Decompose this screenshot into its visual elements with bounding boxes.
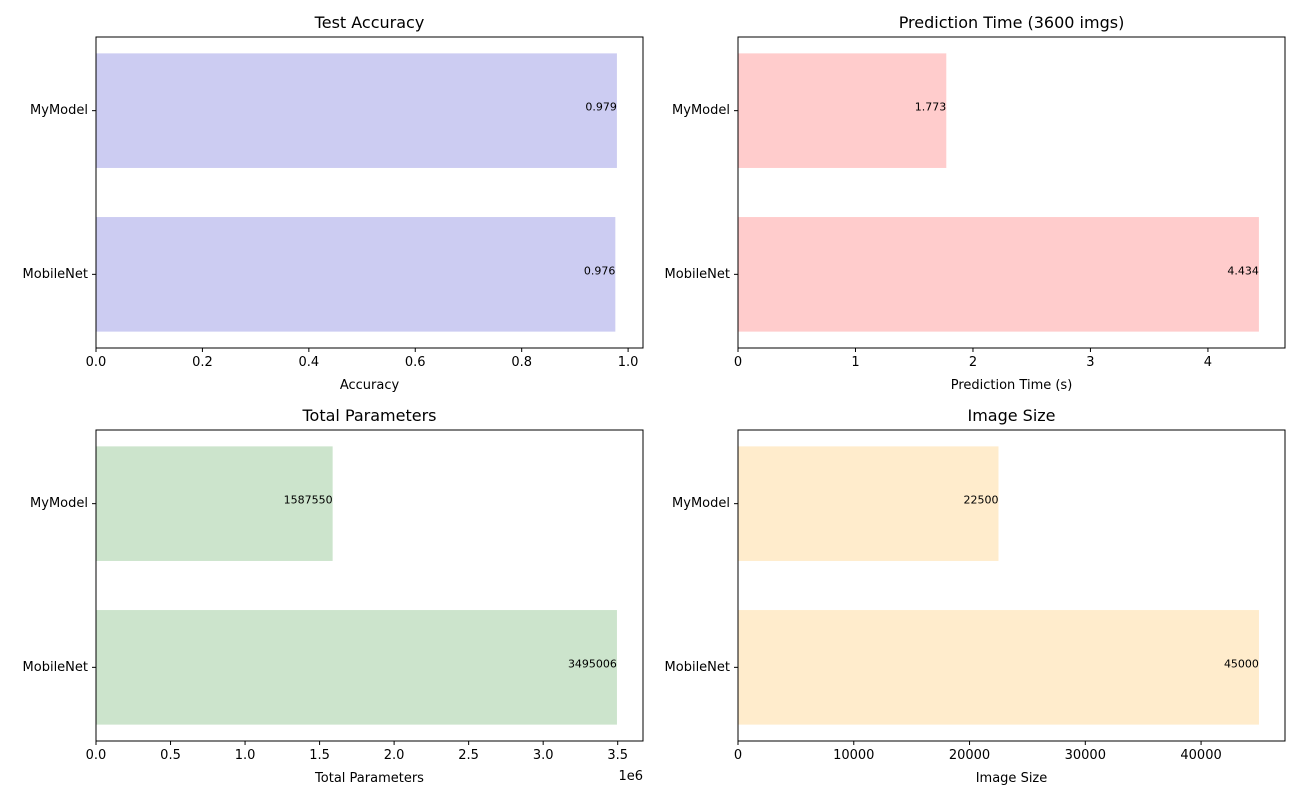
x-tick-label: 40000 <box>1180 748 1221 763</box>
y-tick-label: MobileNet <box>23 660 88 675</box>
bar-value-label: 45000 <box>1224 657 1259 670</box>
x-axis-label: Accuracy <box>340 378 400 393</box>
x-tick-label: 0.0 <box>86 748 107 763</box>
x-tick-label: 0 <box>734 748 742 763</box>
axes-frame <box>737 429 1286 742</box>
x-tick-label: 0 <box>734 355 742 370</box>
bar <box>738 446 999 561</box>
y-tick-label: MobileNet <box>665 660 730 675</box>
x-tick-label: 1.5 <box>309 748 330 763</box>
x-axis-label: Image Size <box>976 771 1048 786</box>
x-tick-label: 0.5 <box>160 748 181 763</box>
chart-panel-4: 22500 45000 MyModel MobileNet 0 10000 20000 300… <box>665 406 1286 786</box>
chart-title: Total Parameters <box>301 406 436 425</box>
chart-title: Test Accuracy <box>314 13 425 32</box>
chart-title: Image Size <box>967 406 1055 425</box>
x-tick-label: 3 <box>1086 355 1094 370</box>
x-tick-label: 30000 <box>1065 748 1106 763</box>
chart-panel-3: 1587550 3495006 MyModel MobileNet 0.0 0.5 1.0 1… <box>23 406 644 786</box>
x-tick-label: 0.2 <box>192 355 213 370</box>
x-tick-label: 0.0 <box>86 355 107 370</box>
axes-frame <box>737 36 1286 349</box>
y-tick-label: MyModel <box>30 103 88 118</box>
x-tick-label: 2.0 <box>384 748 405 763</box>
x-tick-label: 3.0 <box>533 748 554 763</box>
bar-value-label: 4.434 <box>1227 264 1259 277</box>
x-offset-text: 1e6 <box>618 769 643 784</box>
bar-value-label: 0.976 <box>584 264 616 277</box>
x-tick-label: 2 <box>969 355 977 370</box>
bar <box>96 446 333 561</box>
x-tick-label: 0.6 <box>405 355 426 370</box>
y-tick-label: MyModel <box>672 496 730 511</box>
x-tick-label: 10000 <box>833 748 874 763</box>
x-tick-label: 0.8 <box>511 355 532 370</box>
x-tick-label: 0.4 <box>298 355 319 370</box>
bar <box>96 53 617 168</box>
bar-value-label: 1.773 <box>915 101 947 114</box>
bar-value-label: 22500 <box>963 494 998 507</box>
y-tick-label: MobileNet <box>23 267 88 282</box>
x-tick-label: 1.0 <box>618 355 639 370</box>
chart-panel-1: 0.979 0.976 MyModel MobileNet 0.0 0.2 0.4 0.6 0.… <box>23 13 644 393</box>
bar <box>738 53 947 168</box>
x-tick-label: 1 <box>851 355 859 370</box>
x-tick-label: 2.5 <box>458 748 479 763</box>
y-tick-label: MobileNet <box>665 267 730 282</box>
x-tick-label: 20000 <box>949 748 990 763</box>
bar <box>96 217 616 332</box>
x-axis-label: Prediction Time (s) <box>951 378 1073 393</box>
axes-frame <box>95 429 644 742</box>
bar <box>738 217 1259 332</box>
y-tick-label: MyModel <box>672 103 730 118</box>
bar <box>96 610 617 725</box>
x-axis-label: Total Parameters <box>314 771 424 786</box>
bar-value-label: 1587550 <box>284 494 333 507</box>
x-tick-label: 3.5 <box>607 748 628 763</box>
bar-value-label: 0.979 <box>585 101 617 114</box>
axes-frame <box>95 36 644 349</box>
bar <box>738 610 1259 725</box>
x-tick-label: 1.0 <box>235 748 256 763</box>
x-tick-label: 4 <box>1204 355 1212 370</box>
y-tick-label: MyModel <box>30 496 88 511</box>
chart-panel-2: 1.773 4.434 MyModel MobileNet 0 1 2 3 4 Predictio… <box>665 13 1286 393</box>
bar-value-label: 3495006 <box>568 657 617 670</box>
chart-title: Prediction Time (3600 imgs) <box>899 13 1125 32</box>
